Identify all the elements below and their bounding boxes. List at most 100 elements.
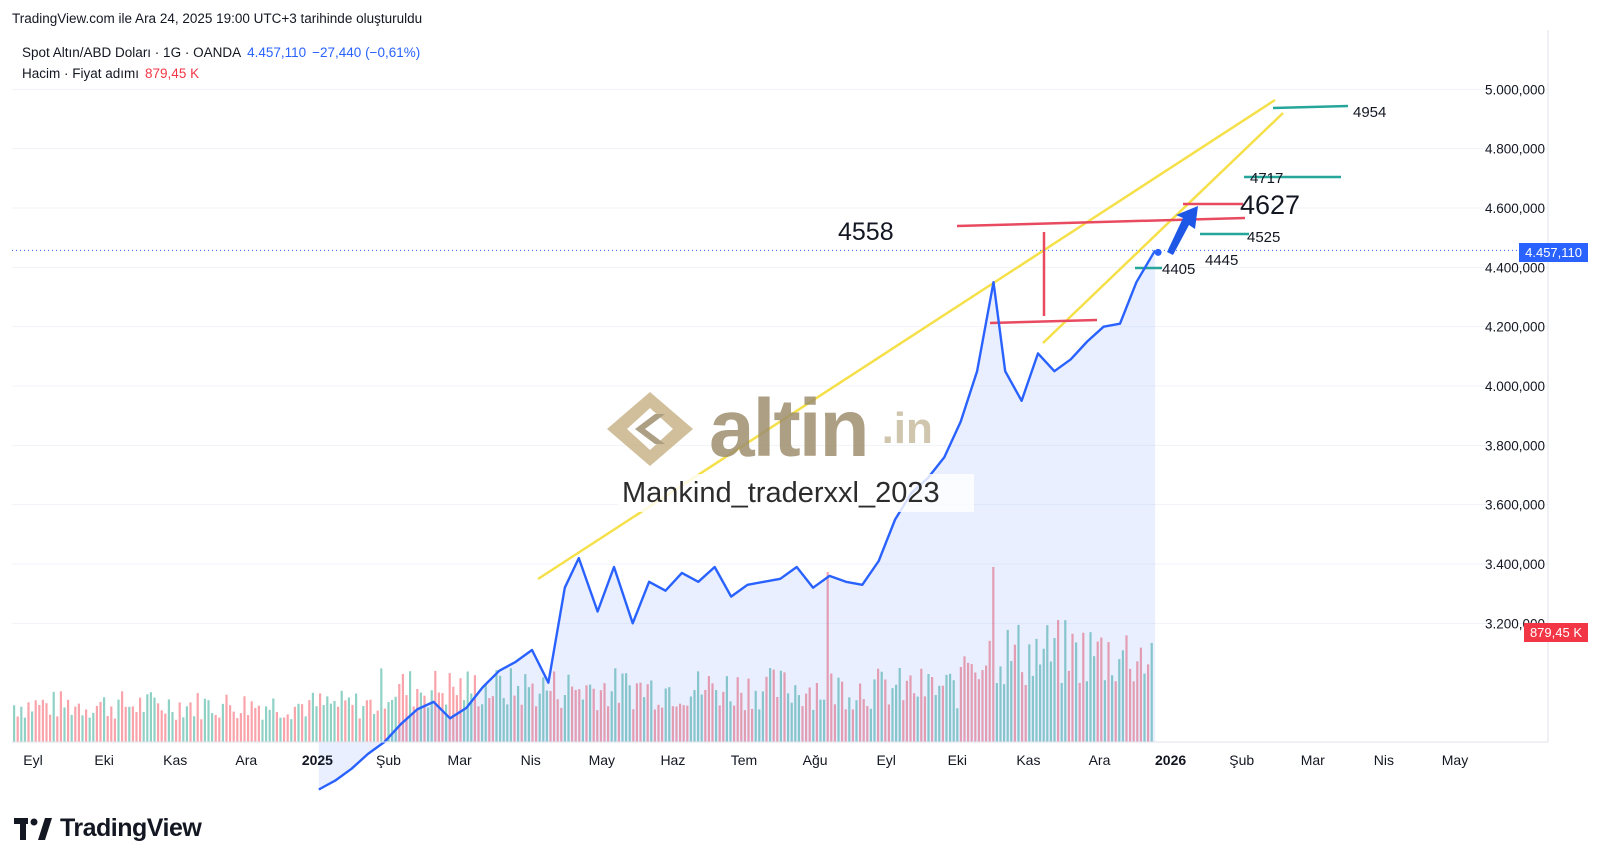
legend-volume-row: Hacim · Fiyat adımı 879,45 K [22, 63, 420, 84]
volume-bar [992, 567, 995, 742]
volume-bar [578, 689, 581, 742]
volume-bar [621, 673, 624, 742]
volume-bar [635, 683, 638, 742]
volume-bar [1031, 675, 1034, 742]
volume-bar [167, 699, 170, 742]
volume-bar [243, 696, 246, 742]
volume-bar [995, 682, 998, 742]
volume-bar [945, 674, 948, 742]
volume-bar [52, 691, 55, 742]
volume-bar [1150, 642, 1153, 742]
volume-bar [171, 711, 174, 742]
legend-symbol[interactable]: Spot Altın/ABD Doları · 1G · OANDA [22, 45, 242, 60]
x-tick-label: Ara [1089, 752, 1111, 768]
volume-bar [304, 716, 307, 742]
volume-bar [506, 704, 509, 742]
x-tick-label: Şub [1229, 752, 1254, 768]
target-arrow [1167, 206, 1198, 255]
legend-volume-label[interactable]: Hacim · Fiyat adımı [22, 66, 140, 81]
x-tick-label: Ağu [803, 752, 828, 768]
volume-bar [733, 705, 736, 742]
volume-bar [571, 686, 574, 742]
y-tick-label: 3.400,000 [1485, 557, 1545, 572]
volume-bar [711, 683, 714, 742]
volume-bar [772, 669, 775, 742]
volume-bar [527, 687, 530, 742]
volume-bar [445, 704, 448, 742]
volume-bar [740, 692, 743, 742]
volume-bar [146, 694, 149, 742]
volume-bar [556, 699, 559, 742]
volume-bar [589, 684, 592, 742]
volume-bar [920, 668, 923, 742]
volume-bar [1042, 648, 1045, 742]
volume-bar [221, 703, 224, 742]
volume-bar [1075, 642, 1078, 742]
volume-bar [790, 702, 793, 742]
volume-bar [801, 706, 804, 742]
volume-bar [722, 691, 725, 742]
watermark-brand: altin [709, 383, 870, 474]
volume-bar [974, 672, 977, 742]
volume-bar [369, 699, 372, 742]
volume-bar [599, 690, 602, 742]
volume-bar [1078, 682, 1081, 742]
volume-bar [164, 713, 167, 742]
volume-bar [650, 680, 653, 742]
volume-bar [49, 714, 52, 742]
tradingview-logo[interactable]: TradingView [14, 814, 202, 843]
volume-bar [398, 684, 401, 742]
volume-bar [977, 679, 980, 742]
volume-bar [45, 703, 48, 742]
volume-bar [1067, 670, 1070, 742]
volume-bar [682, 705, 685, 742]
volume-bar [956, 708, 959, 742]
volume-bar [502, 698, 505, 742]
volume-bar [351, 704, 354, 742]
volume-bar [200, 719, 203, 742]
volume-bar [495, 670, 498, 742]
volume-bar [329, 703, 332, 742]
volume-bar [470, 693, 473, 742]
volume-bar [131, 706, 134, 742]
volume-bar [743, 710, 746, 742]
volume-bar [290, 719, 293, 742]
x-tick-label: Eyl [23, 752, 42, 768]
volume-bar [229, 705, 232, 742]
volume-bar [355, 693, 358, 742]
volume-bar [689, 696, 692, 742]
volume-bar [805, 693, 808, 742]
volume-bar [250, 701, 253, 742]
volume-bar [653, 709, 656, 742]
volume-bar [437, 692, 440, 742]
volume-bar [340, 690, 343, 742]
volume-bar [225, 694, 228, 742]
volume-bar [175, 719, 178, 742]
volume-bar [596, 710, 599, 742]
volume-bar [74, 706, 77, 742]
volume-bar [63, 707, 66, 742]
volume-bar [182, 717, 185, 742]
volume-bar [265, 706, 268, 742]
volume-bar [625, 673, 628, 742]
volume-bar [686, 705, 689, 742]
x-tick-label: Nis [521, 752, 541, 768]
volume-bar [1089, 632, 1092, 742]
volume-bar [628, 685, 631, 742]
altin-logo-icon [607, 392, 693, 466]
volume-bar [607, 706, 610, 742]
x-tick-label: Eki [94, 752, 113, 768]
volume-bar [758, 709, 761, 742]
volume-bar [1114, 681, 1117, 742]
volume-bar [103, 697, 106, 742]
volume-bar [585, 685, 588, 742]
volume-bar [704, 689, 707, 742]
volume-bar [441, 693, 444, 742]
volume-bar [657, 704, 660, 742]
volume-bar [880, 671, 883, 742]
volume-bar [193, 716, 196, 742]
volume-bar [646, 684, 649, 742]
volume-bar [70, 714, 73, 742]
volume-bar [751, 708, 754, 742]
y-tick-label: 3.600,000 [1485, 498, 1545, 513]
